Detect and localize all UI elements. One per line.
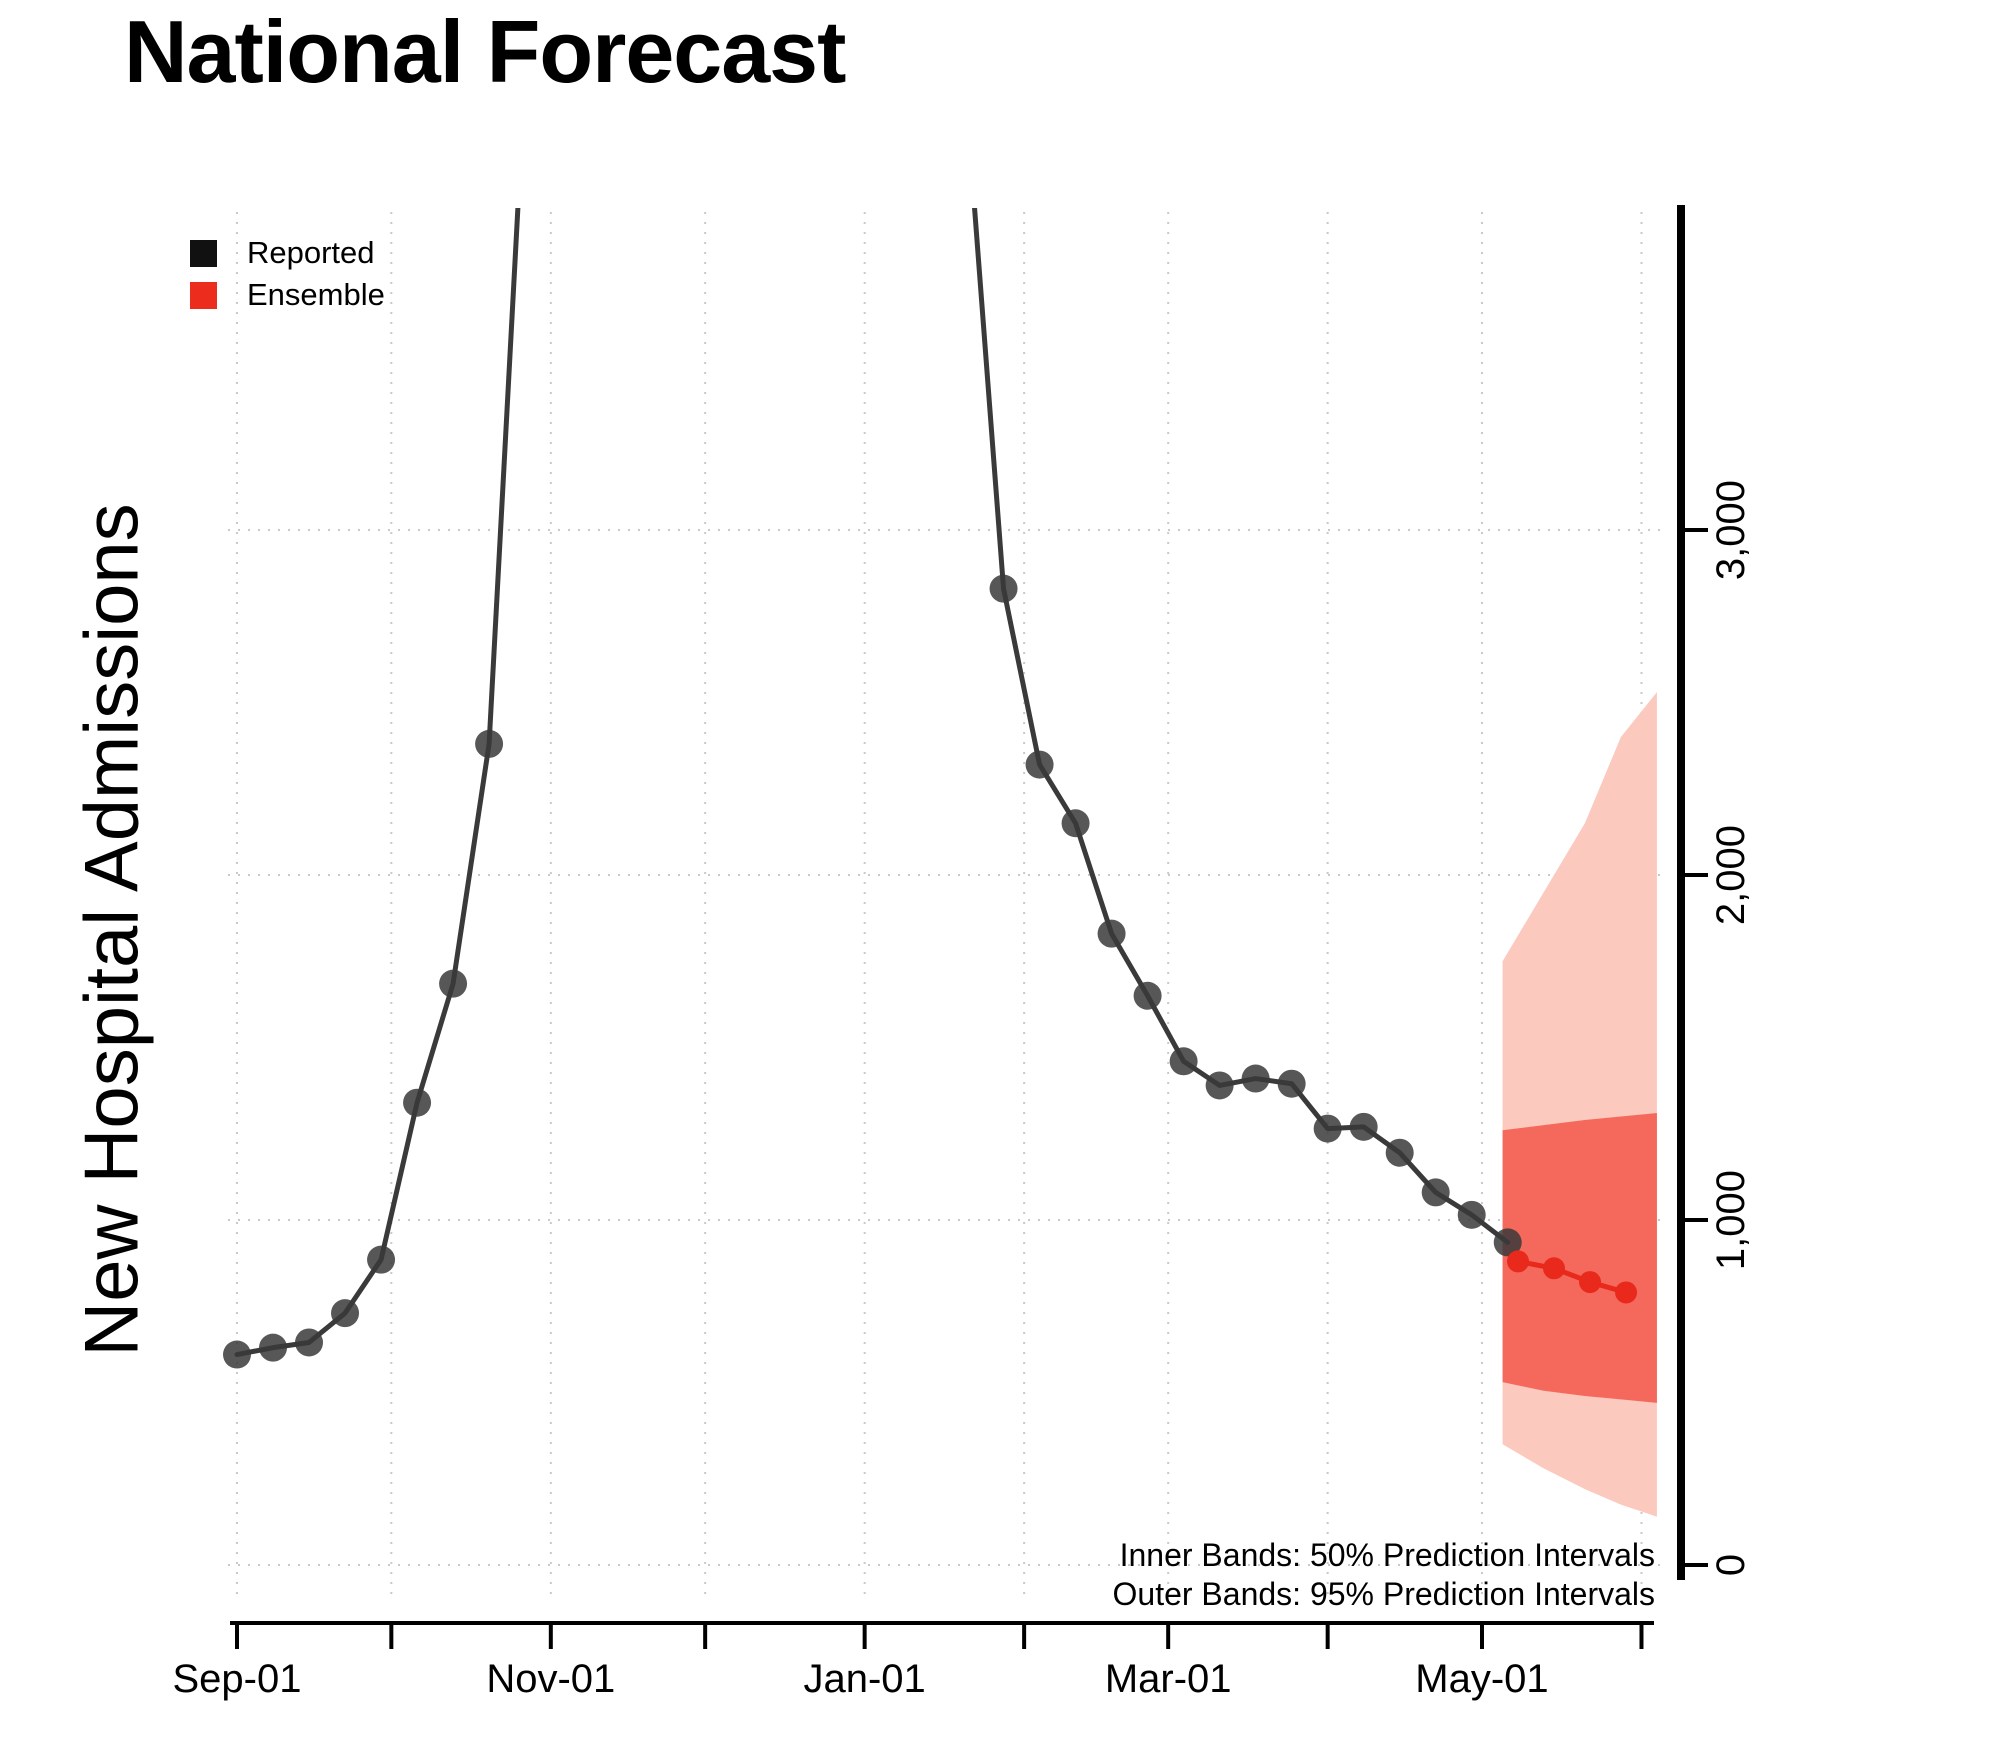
- data-point: [1097, 919, 1126, 948]
- x-tick-label: Sep-01: [173, 1657, 302, 1701]
- data-point: [1615, 1281, 1638, 1304]
- data-point: [1421, 1178, 1450, 1207]
- legend-label-ensemble: Ensemble: [247, 277, 385, 312]
- legend-item-ensemble: Ensemble: [190, 274, 385, 316]
- data-point: [1385, 1138, 1414, 1167]
- prediction-band-50: [1502, 1113, 1657, 1403]
- gridlines: [228, 212, 1662, 1594]
- chart-legend: Reported Ensemble: [190, 232, 385, 316]
- data-point: [1507, 1250, 1530, 1273]
- x-tick-label: May-01: [1415, 1657, 1548, 1701]
- data-point: [475, 729, 504, 758]
- y-tick-label: 0: [1709, 1554, 1753, 1576]
- ensemble-swatch-icon: [190, 281, 217, 309]
- x-tick-label: Mar-01: [1105, 1657, 1232, 1701]
- data-point: [1205, 1071, 1234, 1100]
- legend-item-reported: Reported: [190, 232, 385, 274]
- axes: [230, 205, 1708, 1649]
- plot-area: [223, 208, 1657, 1517]
- data-point: [259, 1333, 288, 1362]
- y-tick-label: 1,000: [1709, 1170, 1753, 1270]
- x-tick-label: Nov-01: [486, 1657, 615, 1701]
- data-point: [1579, 1271, 1602, 1294]
- series-reported: [223, 208, 1522, 1369]
- page-title: National Forecast: [124, 2, 846, 101]
- data-point: [1277, 1069, 1306, 1098]
- x-tick-label: Jan-01: [803, 1657, 925, 1701]
- data-point: [403, 1088, 432, 1117]
- data-point: [367, 1245, 396, 1274]
- data-point: [331, 1299, 360, 1328]
- note-inner-bands: Inner Bands: 50% Prediction Intervals: [1119, 1537, 1655, 1573]
- data-point: [1349, 1112, 1378, 1141]
- y-tick-label: 2,000: [1709, 825, 1753, 925]
- data-point: [1313, 1114, 1342, 1143]
- data-point: [1025, 750, 1054, 779]
- y-tick-label: 3,000: [1709, 480, 1753, 580]
- data-point: [223, 1340, 251, 1369]
- data-point: [1457, 1200, 1486, 1229]
- data-point: [989, 574, 1018, 603]
- data-point: [1493, 1228, 1522, 1257]
- data-point: [1061, 809, 1090, 838]
- reported-swatch-icon: [190, 239, 217, 267]
- prediction-interval-notes: Inner Bands: 50% Prediction Intervals Ou…: [1113, 1536, 1656, 1614]
- legend-label-reported: Reported: [247, 235, 375, 270]
- data-point: [1543, 1257, 1566, 1280]
- series-ensemble: [1507, 1250, 1638, 1304]
- y-axis-title: New Hospital Admissions: [69, 503, 155, 1357]
- data-point: [1133, 981, 1162, 1010]
- data-point: [295, 1328, 324, 1357]
- data-point: [439, 969, 468, 998]
- data-point: [1241, 1064, 1270, 1093]
- note-outer-bands: Outer Bands: 95% Prediction Intervals: [1112, 1576, 1656, 1612]
- data-point: [1169, 1047, 1198, 1076]
